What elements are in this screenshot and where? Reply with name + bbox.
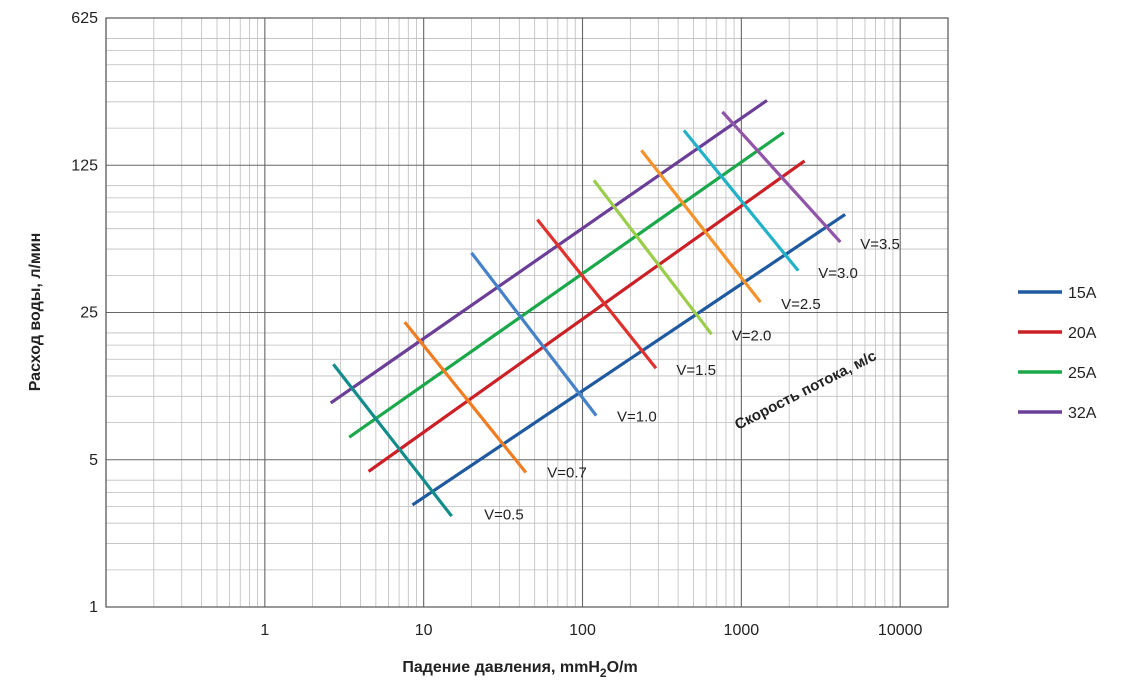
velocity-labels: V=0.5 V=0.7 V=1.0 V=1.5 V=2.0 V=2.5 V=3.0V=3.5 <box>484 236 900 524</box>
velocity-label: V=1.0 <box>617 409 657 426</box>
velocity-label: V=3.5 <box>860 236 900 253</box>
x-tick-labels: 1 10 100 1000 10000 <box>260 622 922 639</box>
x-axis-label-suffix: O/m <box>607 659 638 676</box>
x-tick-label: 100 <box>569 622 596 639</box>
y-tick-label: 1 <box>89 599 98 616</box>
y-axis-label: Расход воды, л/мин <box>27 233 44 392</box>
x-axis-label-sub: 2 <box>600 666 607 680</box>
velocity-line <box>682 129 800 272</box>
legend-label: 15A <box>1068 285 1097 302</box>
series-line <box>367 159 806 473</box>
legend-label: 20A <box>1068 325 1097 342</box>
x-tick-label: 10000 <box>878 622 923 639</box>
legend-label: 32A <box>1068 405 1097 422</box>
velocity-line <box>403 321 528 474</box>
series-line <box>329 99 768 405</box>
x-tick-label: 10 <box>415 622 433 639</box>
y-tick-label: 5 <box>89 452 98 469</box>
velocity-lines <box>332 110 842 518</box>
velocity-line <box>536 218 658 370</box>
velocity-line <box>332 363 453 518</box>
series-line <box>348 131 785 439</box>
x-tick-label: 1 <box>260 622 269 639</box>
velocity-label: V=0.7 <box>547 464 587 481</box>
velocity-label: V=3.0 <box>818 265 858 282</box>
x-axis-label: Падение давления, mmH2O/m <box>402 659 637 680</box>
legend-label: 25A <box>1068 365 1097 382</box>
velocity-label: V=1.5 <box>676 362 716 379</box>
x-axis-label-main: Падение давления, mmH <box>402 659 600 676</box>
x-tick-label: 1000 <box>724 622 760 639</box>
velocity-line <box>470 251 598 417</box>
y-tick-label: 25 <box>80 305 98 322</box>
y-tick-labels: 1 5 25 125 625 <box>71 10 98 616</box>
legend: 15A 20A 25A 32A <box>1018 285 1097 422</box>
speed-title: Скорость потока, м/с <box>732 347 879 433</box>
y-tick-label: 125 <box>71 157 98 174</box>
velocity-label: V=2.5 <box>781 296 821 313</box>
velocity-line <box>721 110 842 244</box>
series-lines <box>329 99 846 507</box>
velocity-label: V=2.0 <box>732 328 772 345</box>
velocity-label: V=0.5 <box>484 506 524 523</box>
velocity-line <box>592 179 713 336</box>
series-line <box>411 213 846 507</box>
y-tick-label: 625 <box>71 10 98 27</box>
velocity-line <box>640 149 762 304</box>
plot-frame <box>105 17 949 608</box>
